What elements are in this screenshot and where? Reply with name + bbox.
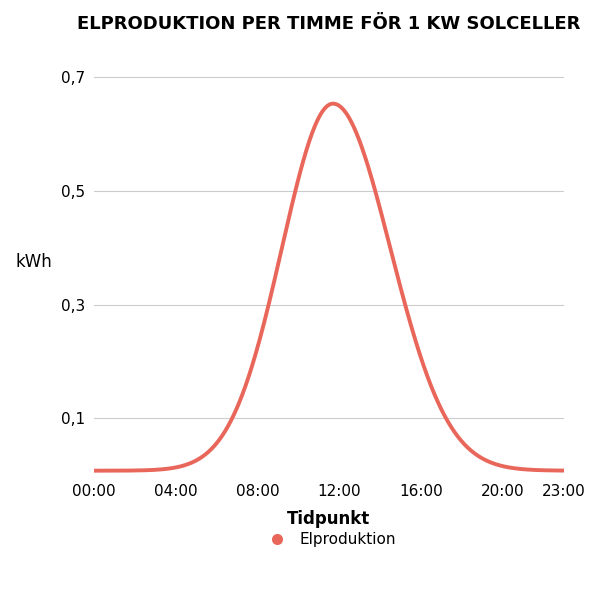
X-axis label: Tidpunkt: Tidpunkt (287, 510, 371, 527)
Title: ELPRODUKTION PER TIMME FÖR 1 KW SOLCELLER: ELPRODUKTION PER TIMME FÖR 1 KW SOLCELLE… (78, 15, 581, 33)
Legend: Elproduktion: Elproduktion (255, 526, 403, 553)
Y-axis label: kWh: kWh (15, 253, 52, 271)
